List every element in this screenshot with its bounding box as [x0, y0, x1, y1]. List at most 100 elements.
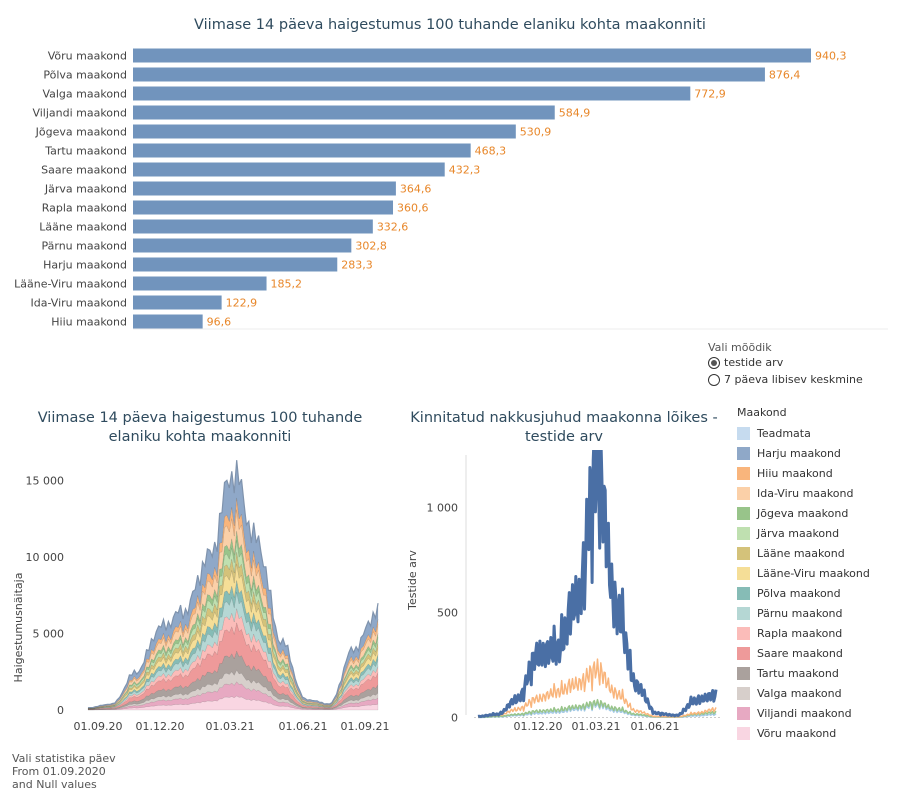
- line-x-tick-label: 01.03.21: [572, 720, 621, 733]
- legend-swatch: [737, 566, 750, 580]
- bar-category-label: Harju maakond: [43, 259, 127, 272]
- area-series-layer[interactable]: [87, 681, 379, 711]
- area-series-layer[interactable]: [87, 592, 379, 710]
- legend-item[interactable]: Teadmata: [737, 423, 897, 443]
- legend-item[interactable]: Viljandi maakond: [737, 703, 897, 723]
- legend-item[interactable]: Valga maakond: [737, 683, 897, 703]
- legend-item[interactable]: Hiiu maakond: [737, 463, 897, 483]
- legend-item[interactable]: Jõgeva maakond: [737, 503, 897, 523]
- area-x-tick-label: 01.09.21: [341, 720, 390, 733]
- radio-option-rolling-avg[interactable]: 7 päeva libisev keskmine: [708, 373, 863, 386]
- area-series-layer[interactable]: [87, 650, 379, 710]
- bar[interactable]: [133, 162, 445, 177]
- legend-item[interactable]: Tartu maakond: [737, 663, 897, 683]
- legend-item[interactable]: Põlva maakond: [737, 583, 897, 603]
- legend-swatch: [737, 546, 750, 560]
- legend-label: Teadmata: [757, 426, 811, 440]
- legend-item[interactable]: Harju maakond: [737, 443, 897, 463]
- legend-label: Valga maakond: [757, 686, 842, 700]
- area-y-axis-label: Haigestumusnäitaja: [12, 573, 25, 683]
- legend-item[interactable]: Lääne-Viru maakond: [737, 563, 897, 583]
- bar-value-label: 584,9: [559, 107, 591, 120]
- legend-swatch: [737, 486, 750, 500]
- legend-label: Lääne-Viru maakond: [757, 566, 870, 580]
- area-y-tick-label: 10 000: [26, 551, 65, 564]
- area-series-layer[interactable]: [87, 622, 379, 710]
- bar[interactable]: [133, 48, 811, 63]
- measure-selector-label: Vali mõõdik: [708, 341, 772, 354]
- line-series[interactable]: [477, 450, 718, 718]
- radio-unselected-icon: [708, 373, 720, 386]
- bar[interactable]: [133, 314, 203, 329]
- legend-item[interactable]: Ida-Viru maakond: [737, 483, 897, 503]
- bar[interactable]: [133, 200, 394, 215]
- line-y-tick-label: 500: [437, 607, 458, 620]
- bar[interactable]: [133, 86, 691, 101]
- legend-item[interactable]: Järva maakond: [737, 523, 897, 543]
- legend-swatch: [737, 666, 750, 680]
- date-filter-null: and Null values: [12, 778, 97, 791]
- date-filter-note: Vali statistika päev From 01.09.2020 and…: [12, 752, 116, 791]
- area-y-tick-label: 5 000: [33, 627, 65, 640]
- area-y-tick-label: 15 000: [26, 474, 65, 487]
- legend-label: Ida-Viru maakond: [757, 486, 854, 500]
- bar-value-label: 940,3: [815, 50, 847, 63]
- date-filter-from: From 01.09.2020: [12, 765, 106, 778]
- bar-value-label: 530,9: [520, 126, 552, 139]
- line-series[interactable]: [477, 658, 717, 718]
- area-series-layer[interactable]: [87, 580, 379, 710]
- area-series-layer[interactable]: [87, 540, 379, 709]
- bar-category-label: Saare maakond: [41, 164, 127, 177]
- area-series-layer[interactable]: [87, 530, 379, 709]
- bar-category-label: Lääne-Viru maakond: [14, 278, 127, 291]
- bar-category-label: Pärnu maakond: [41, 240, 127, 253]
- bar[interactable]: [133, 295, 222, 310]
- bar[interactable]: [133, 124, 516, 139]
- bar[interactable]: [133, 181, 396, 196]
- bar[interactable]: [133, 105, 555, 120]
- legend-label: Saare maakond: [757, 646, 843, 660]
- bar[interactable]: [133, 276, 267, 291]
- area-series-layer[interactable]: [87, 509, 379, 709]
- legend-swatch: [737, 686, 750, 700]
- legend-item[interactable]: Võru maakond: [737, 723, 897, 743]
- bar-value-label: 432,3: [449, 164, 481, 177]
- legend-label: Jõgeva maakond: [757, 506, 849, 520]
- radio-option-tests-label: testide arv: [724, 356, 784, 369]
- bar[interactable]: [133, 219, 373, 234]
- area-series-layer[interactable]: [87, 552, 379, 709]
- legend-item[interactable]: Saare maakond: [737, 643, 897, 663]
- bar[interactable]: [133, 238, 352, 253]
- bar-category-label: Hiiu maakond: [51, 316, 127, 329]
- line-x-tick-label: 01.12.20: [514, 720, 563, 733]
- area-x-tick-label: 01.12.20: [136, 720, 185, 733]
- legend-label: Rapla maakond: [757, 626, 843, 640]
- legend-item[interactable]: Rapla maakond: [737, 623, 897, 643]
- bar[interactable]: [133, 257, 338, 272]
- legend-swatch: [737, 706, 750, 720]
- legend-item[interactable]: Pärnu maakond: [737, 603, 897, 623]
- area-series-layer[interactable]: [87, 563, 379, 710]
- bar-value-label: 122,9: [226, 297, 258, 310]
- bar[interactable]: [133, 67, 765, 82]
- bar-category-label: Viljandi maakond: [32, 107, 127, 120]
- bar-value-label: 302,8: [355, 240, 387, 253]
- area-y-tick-label: 0: [57, 704, 64, 717]
- bar-chart: Võru maakond 940,3 Põlva maakond 876,4 Valga…: [14, 48, 888, 330]
- bar-value-label: 772,9: [694, 88, 726, 101]
- area-series-layer[interactable]: [87, 669, 379, 710]
- area-chart-title: Viimase 14 päeva haigestumus 100 tuhande…: [37, 410, 363, 445]
- bar-category-label: Tartu maakond: [44, 145, 127, 158]
- bar-value-label: 283,3: [341, 259, 373, 272]
- bar[interactable]: [133, 143, 471, 158]
- legend-item[interactable]: Lääne maakond: [737, 543, 897, 563]
- legend-swatch: [737, 606, 750, 620]
- bar-value-label: 96,6: [207, 316, 232, 329]
- area-series-layer[interactable]: [87, 497, 379, 709]
- area-x-tick-label: 01.03.21: [206, 720, 255, 733]
- legend-swatch: [737, 726, 750, 740]
- radio-option-tests[interactable]: testide arv: [708, 356, 783, 369]
- legend-label: Hiiu maakond: [757, 466, 833, 480]
- bar-value-label: 185,2: [271, 278, 303, 291]
- bar-value-label: 332,6: [377, 221, 409, 234]
